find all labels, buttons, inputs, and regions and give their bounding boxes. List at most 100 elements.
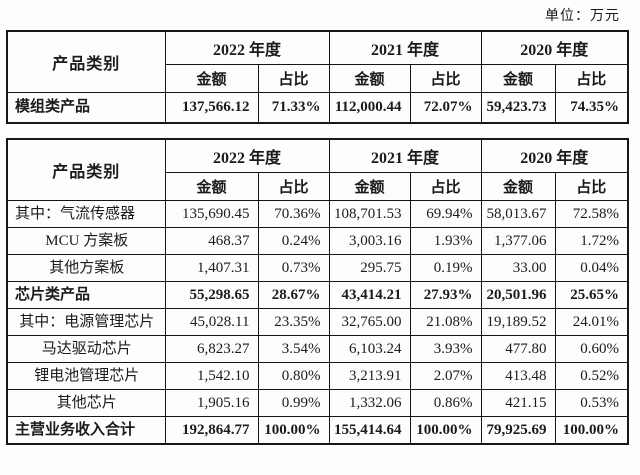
amount-cell: 295.75 bbox=[328, 254, 411, 282]
ratio-cell: 71.33% bbox=[257, 92, 330, 124]
table-row: 马达驱动芯片 6,823.27 3.54% 6,103.24 3.93% 477.80 0.… bbox=[6, 335, 629, 363]
col-header-amount: 金额 bbox=[164, 64, 259, 93]
amount-cell: 192,864.77 bbox=[164, 416, 259, 445]
amount-cell: 43,414.21 bbox=[328, 281, 411, 309]
row-label: MCU 方案板 bbox=[6, 227, 166, 255]
col-header-ratio: 占比 bbox=[554, 172, 629, 201]
ratio-cell: 25.65% bbox=[554, 281, 629, 309]
ratio-cell: 0.04% bbox=[554, 254, 629, 282]
amount-cell: 112,000.44 bbox=[328, 92, 411, 124]
row-label: 模组类产品 bbox=[6, 92, 166, 124]
table-row: 其中：电源管理芯片 45,028.11 23.35% 32,765.00 21.08% 1… bbox=[6, 308, 629, 336]
col-header-year-2021: 2021 年度 bbox=[328, 30, 482, 65]
amount-cell: 32,765.00 bbox=[328, 308, 411, 336]
ratio-cell: 21.08% bbox=[409, 308, 482, 336]
col-header-amount: 金额 bbox=[480, 172, 556, 201]
amount-cell: 6,823.27 bbox=[164, 335, 259, 363]
col-header-amount: 金额 bbox=[328, 64, 411, 93]
ratio-cell: 27.93% bbox=[409, 281, 482, 309]
table-header: 产品类别 2022 年度 2021 年度 2020 年度 金额 占比 金额 占比… bbox=[6, 30, 629, 93]
ratio-cell: 0.19% bbox=[409, 254, 482, 282]
col-header-category: 产品类别 bbox=[6, 30, 166, 93]
ratio-cell: 0.73% bbox=[257, 254, 330, 282]
amount-cell: 33.00 bbox=[480, 254, 556, 282]
ratio-cell: 0.80% bbox=[257, 362, 330, 390]
ratio-cell: 1.72% bbox=[554, 227, 629, 255]
ratio-cell: 0.24% bbox=[257, 227, 330, 255]
ratio-cell: 69.94% bbox=[409, 200, 482, 228]
table-spacer bbox=[6, 124, 632, 138]
col-header-ratio: 占比 bbox=[554, 64, 629, 93]
ratio-cell: 72.58% bbox=[554, 200, 629, 228]
amount-cell: 3,213.91 bbox=[328, 362, 411, 390]
ratio-cell: 100.00% bbox=[409, 416, 482, 445]
amount-cell: 20,501.96 bbox=[480, 281, 556, 309]
col-header-amount: 金额 bbox=[480, 64, 556, 93]
amount-cell: 79,925.69 bbox=[480, 416, 556, 445]
amount-cell: 108,701.53 bbox=[328, 200, 411, 228]
col-header-amount: 金额 bbox=[328, 172, 411, 201]
table-row: 芯片类产品 55,298.65 28.67% 43,414.21 27.93% 20,50… bbox=[6, 281, 629, 309]
amount-cell: 413.48 bbox=[480, 362, 556, 390]
row-label: 其中：电源管理芯片 bbox=[6, 308, 166, 336]
row-label: 马达驱动芯片 bbox=[6, 335, 166, 363]
amount-cell: 59,423.73 bbox=[480, 92, 556, 124]
table-row: MCU 方案板 468.37 0.24% 3,003.16 1.93% 1,377.06 1… bbox=[6, 227, 629, 255]
ratio-cell: 1.93% bbox=[409, 227, 482, 255]
amount-cell: 1,407.31 bbox=[164, 254, 259, 282]
ratio-cell: 100.00% bbox=[257, 416, 330, 445]
col-header-ratio: 占比 bbox=[409, 64, 482, 93]
row-label: 其中：气流传感器 bbox=[6, 200, 166, 228]
ratio-cell: 70.36% bbox=[257, 200, 330, 228]
amount-cell: 421.15 bbox=[480, 389, 556, 417]
amount-cell: 1,542.10 bbox=[164, 362, 259, 390]
amount-cell: 477.80 bbox=[480, 335, 556, 363]
col-header-year-2020: 2020 年度 bbox=[480, 30, 629, 65]
amount-cell: 468.37 bbox=[164, 227, 259, 255]
table-row: 锂电池管理芯片 1,542.10 0.80% 3,213.91 2.07% 413.48 0… bbox=[6, 362, 629, 390]
table-header: 产品类别 2022 年度 2021 年度 2020 年度 金额 占比 金额 占比… bbox=[6, 138, 629, 201]
table-row: 主营业务收入合计 192,864.77 100.00% 155,414.64 100.0… bbox=[6, 416, 629, 445]
ratio-cell: 23.35% bbox=[257, 308, 330, 336]
table-row: 其中：气流传感器 135,690.45 70.36% 108,701.53 69.94%… bbox=[6, 200, 629, 228]
row-label: 锂电池管理芯片 bbox=[6, 362, 166, 390]
amount-cell: 1,332.06 bbox=[328, 389, 411, 417]
col-header-year-2022: 2022 年度 bbox=[164, 138, 330, 173]
ratio-cell: 100.00% bbox=[554, 416, 629, 445]
col-header-year-2022: 2022 年度 bbox=[164, 30, 330, 65]
ratio-cell: 0.60% bbox=[554, 335, 629, 363]
col-header-year-2021: 2021 年度 bbox=[328, 138, 482, 173]
ratio-cell: 0.86% bbox=[409, 389, 482, 417]
revenue-breakdown-table: 产品类别 2022 年度 2021 年度 2020 年度 金额 占比 金额 占比… bbox=[6, 138, 630, 445]
col-header-ratio: 占比 bbox=[409, 172, 482, 201]
unit-label: 单位：万元 bbox=[545, 9, 620, 24]
row-label: 主营业务收入合计 bbox=[6, 416, 166, 445]
col-header-amount: 金额 bbox=[164, 172, 259, 201]
ratio-cell: 72.07% bbox=[409, 92, 482, 124]
amount-cell: 137,566.12 bbox=[164, 92, 259, 124]
amount-cell: 3,003.16 bbox=[328, 227, 411, 255]
col-header-category: 产品类别 bbox=[6, 138, 166, 201]
table-row: 其他芯片 1,905.16 0.99% 1,332.06 0.86% 421.15 0.53… bbox=[6, 389, 629, 417]
ratio-cell: 28.67% bbox=[257, 281, 330, 309]
table-row: 其他方案板 1,407.31 0.73% 295.75 0.19% 33.00 0.04% bbox=[6, 254, 629, 282]
amount-cell: 1,905.16 bbox=[164, 389, 259, 417]
ratio-cell: 3.54% bbox=[257, 335, 330, 363]
ratio-cell: 0.52% bbox=[554, 362, 629, 390]
col-header-ratio: 占比 bbox=[257, 64, 330, 93]
row-label: 其他芯片 bbox=[6, 389, 166, 417]
ratio-cell: 2.07% bbox=[409, 362, 482, 390]
amount-cell: 135,690.45 bbox=[164, 200, 259, 228]
ratio-cell: 24.01% bbox=[554, 308, 629, 336]
amount-cell: 55,298.65 bbox=[164, 281, 259, 309]
amount-cell: 58,013.67 bbox=[480, 200, 556, 228]
col-header-year-2020: 2020 年度 bbox=[480, 138, 629, 173]
amount-cell: 19,189.52 bbox=[480, 308, 556, 336]
row-label: 芯片类产品 bbox=[6, 281, 166, 309]
module-products-summary-table: 产品类别 2022 年度 2021 年度 2020 年度 金额 占比 金额 占比… bbox=[6, 30, 630, 124]
ratio-cell: 0.53% bbox=[554, 389, 629, 417]
table-row: 模组类产品 137,566.12 71.33% 112,000.44 72.07% 59,… bbox=[6, 92, 629, 124]
ratio-cell: 74.35% bbox=[554, 92, 629, 124]
amount-cell: 155,414.64 bbox=[328, 416, 411, 445]
